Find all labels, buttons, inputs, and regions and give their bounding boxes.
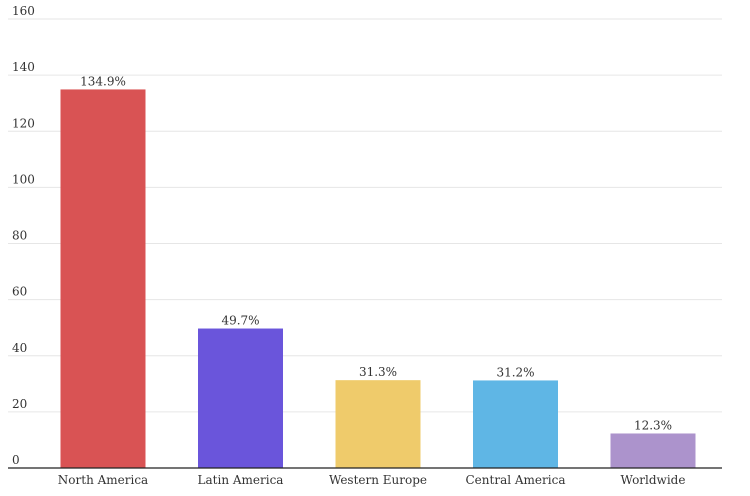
bar[interactable] xyxy=(473,380,558,468)
bar[interactable] xyxy=(610,433,696,468)
y-tick-label: 0 xyxy=(12,453,20,467)
x-tick-label: Western Europe xyxy=(329,473,427,487)
x-tick-label: Worldwide xyxy=(621,473,686,487)
bar[interactable] xyxy=(335,380,421,468)
data-label: 49.7% xyxy=(221,314,259,328)
y-tick-label: 80 xyxy=(12,229,27,243)
y-tick-label: 160 xyxy=(12,4,35,18)
y-axis-ticks: 0 20 40 60 80 100 120 140 160 xyxy=(12,4,35,467)
bars xyxy=(60,89,696,468)
data-label: 134.9% xyxy=(80,74,126,88)
x-tick-label: Central America xyxy=(466,473,566,487)
data-label: 31.2% xyxy=(496,365,534,379)
y-tick-label: 40 xyxy=(12,341,27,355)
y-tick-label: 20 xyxy=(12,397,27,411)
x-tick-label: Latin America xyxy=(198,473,284,487)
data-label: 31.3% xyxy=(359,365,397,379)
x-tick-label: North America xyxy=(58,473,148,487)
data-label: 12.3% xyxy=(634,418,672,432)
bar[interactable] xyxy=(60,89,146,468)
x-axis-ticks: North America Latin America Western Europe… xyxy=(58,473,686,487)
y-tick-label: 100 xyxy=(12,172,35,186)
data-labels: 134.9% 49.7% 31.3% 31.2% 12.3% xyxy=(80,74,672,432)
y-tick-label: 120 xyxy=(12,116,35,130)
bar[interactable] xyxy=(198,328,283,468)
y-tick-label: 140 xyxy=(12,60,35,74)
y-tick-label: 60 xyxy=(12,285,27,299)
